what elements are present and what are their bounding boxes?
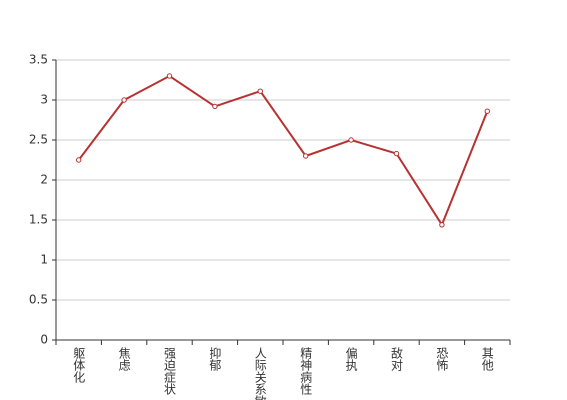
- y-tick-label: 2.5: [29, 133, 48, 147]
- point: [166, 73, 173, 79]
- x-tick-label: 抑郁: [208, 346, 222, 372]
- point: [348, 137, 354, 143]
- y-tick-label: 0: [40, 333, 48, 347]
- y-tick-label: 3.5: [29, 53, 48, 67]
- x-tick-label: 强迫症状: [163, 347, 177, 395]
- point: [393, 150, 400, 157]
- x-tick-label: 其他: [480, 347, 494, 371]
- y-tick-label: 1.5: [29, 213, 48, 227]
- x-tick-label: 精神病性: [299, 347, 313, 396]
- y-tick-label: 3: [40, 93, 48, 107]
- x-tick-label: 偏执: [344, 346, 358, 372]
- line: [77, 74, 489, 227]
- point: [121, 97, 127, 103]
- point: [484, 108, 490, 114]
- y-tick-label: 1: [40, 253, 48, 267]
- point: [76, 157, 82, 163]
- point: [439, 222, 445, 228]
- x-tick-label: 恐怖: [435, 347, 449, 371]
- point: [303, 153, 309, 159]
- point: [212, 103, 218, 110]
- x-tick-label: 躯体化: [72, 346, 86, 384]
- x-tick-label: 焦虑: [117, 347, 131, 371]
- y-tick-label: 0.5: [29, 293, 48, 307]
- x-tick-label: 敌对: [390, 346, 404, 371]
- point: [257, 88, 263, 94]
- y-tick-label: 2: [40, 173, 48, 187]
- x-tick-label: 人际关系敏感: [253, 347, 267, 400]
